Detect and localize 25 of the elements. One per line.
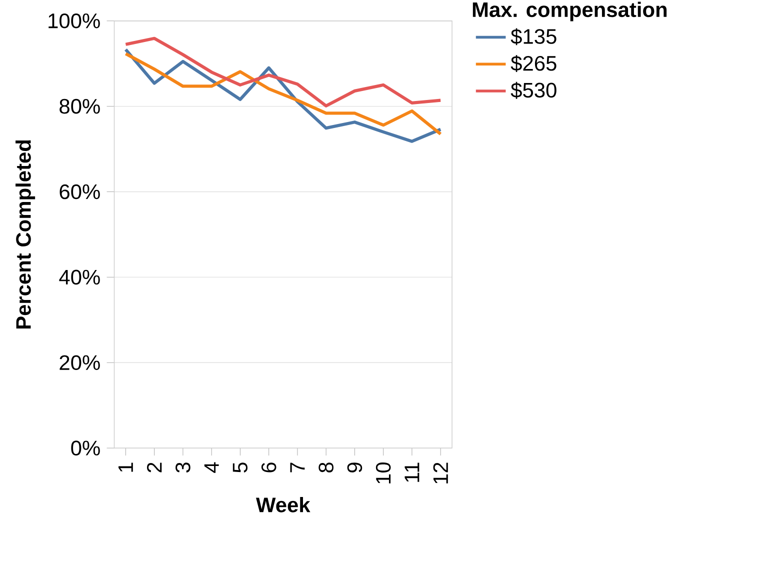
y-tick-label: 80% <box>60 98 100 114</box>
legend-title: Max. compensation <box>472 2 667 22</box>
x-tick-label: 4 <box>204 462 219 473</box>
x-tick-label: 5 <box>232 462 248 472</box>
x-tick-label: 3 <box>176 462 190 472</box>
x-tick-label: 6 <box>261 462 276 472</box>
x-tick-label: 8 <box>318 462 334 472</box>
x-axis-title: Week <box>256 496 310 512</box>
x-tick-label: 9 <box>347 462 362 472</box>
x-tick-label: 12 <box>433 462 448 484</box>
x-tick-label: 1 <box>118 462 133 472</box>
y-axis-title: Percent Completed <box>16 140 36 328</box>
y-tick-label: 100% <box>48 13 100 28</box>
y-tick-label: 40% <box>59 270 100 284</box>
legend-label: $135 <box>510 28 556 46</box>
x-tick-label: 7 <box>290 462 305 472</box>
y-tick-label: 60% <box>60 184 100 199</box>
y-tick-label: 20% <box>60 355 100 370</box>
legend-label: $265 <box>510 54 556 72</box>
x-tick-label: 2 <box>147 462 162 472</box>
x-tick-label: 10 <box>376 462 391 484</box>
x-tick-label: 11 <box>404 462 420 482</box>
legend-label: $530 <box>510 82 556 99</box>
line-series <box>124 36 442 108</box>
y-tick-label: 0% <box>71 440 100 456</box>
